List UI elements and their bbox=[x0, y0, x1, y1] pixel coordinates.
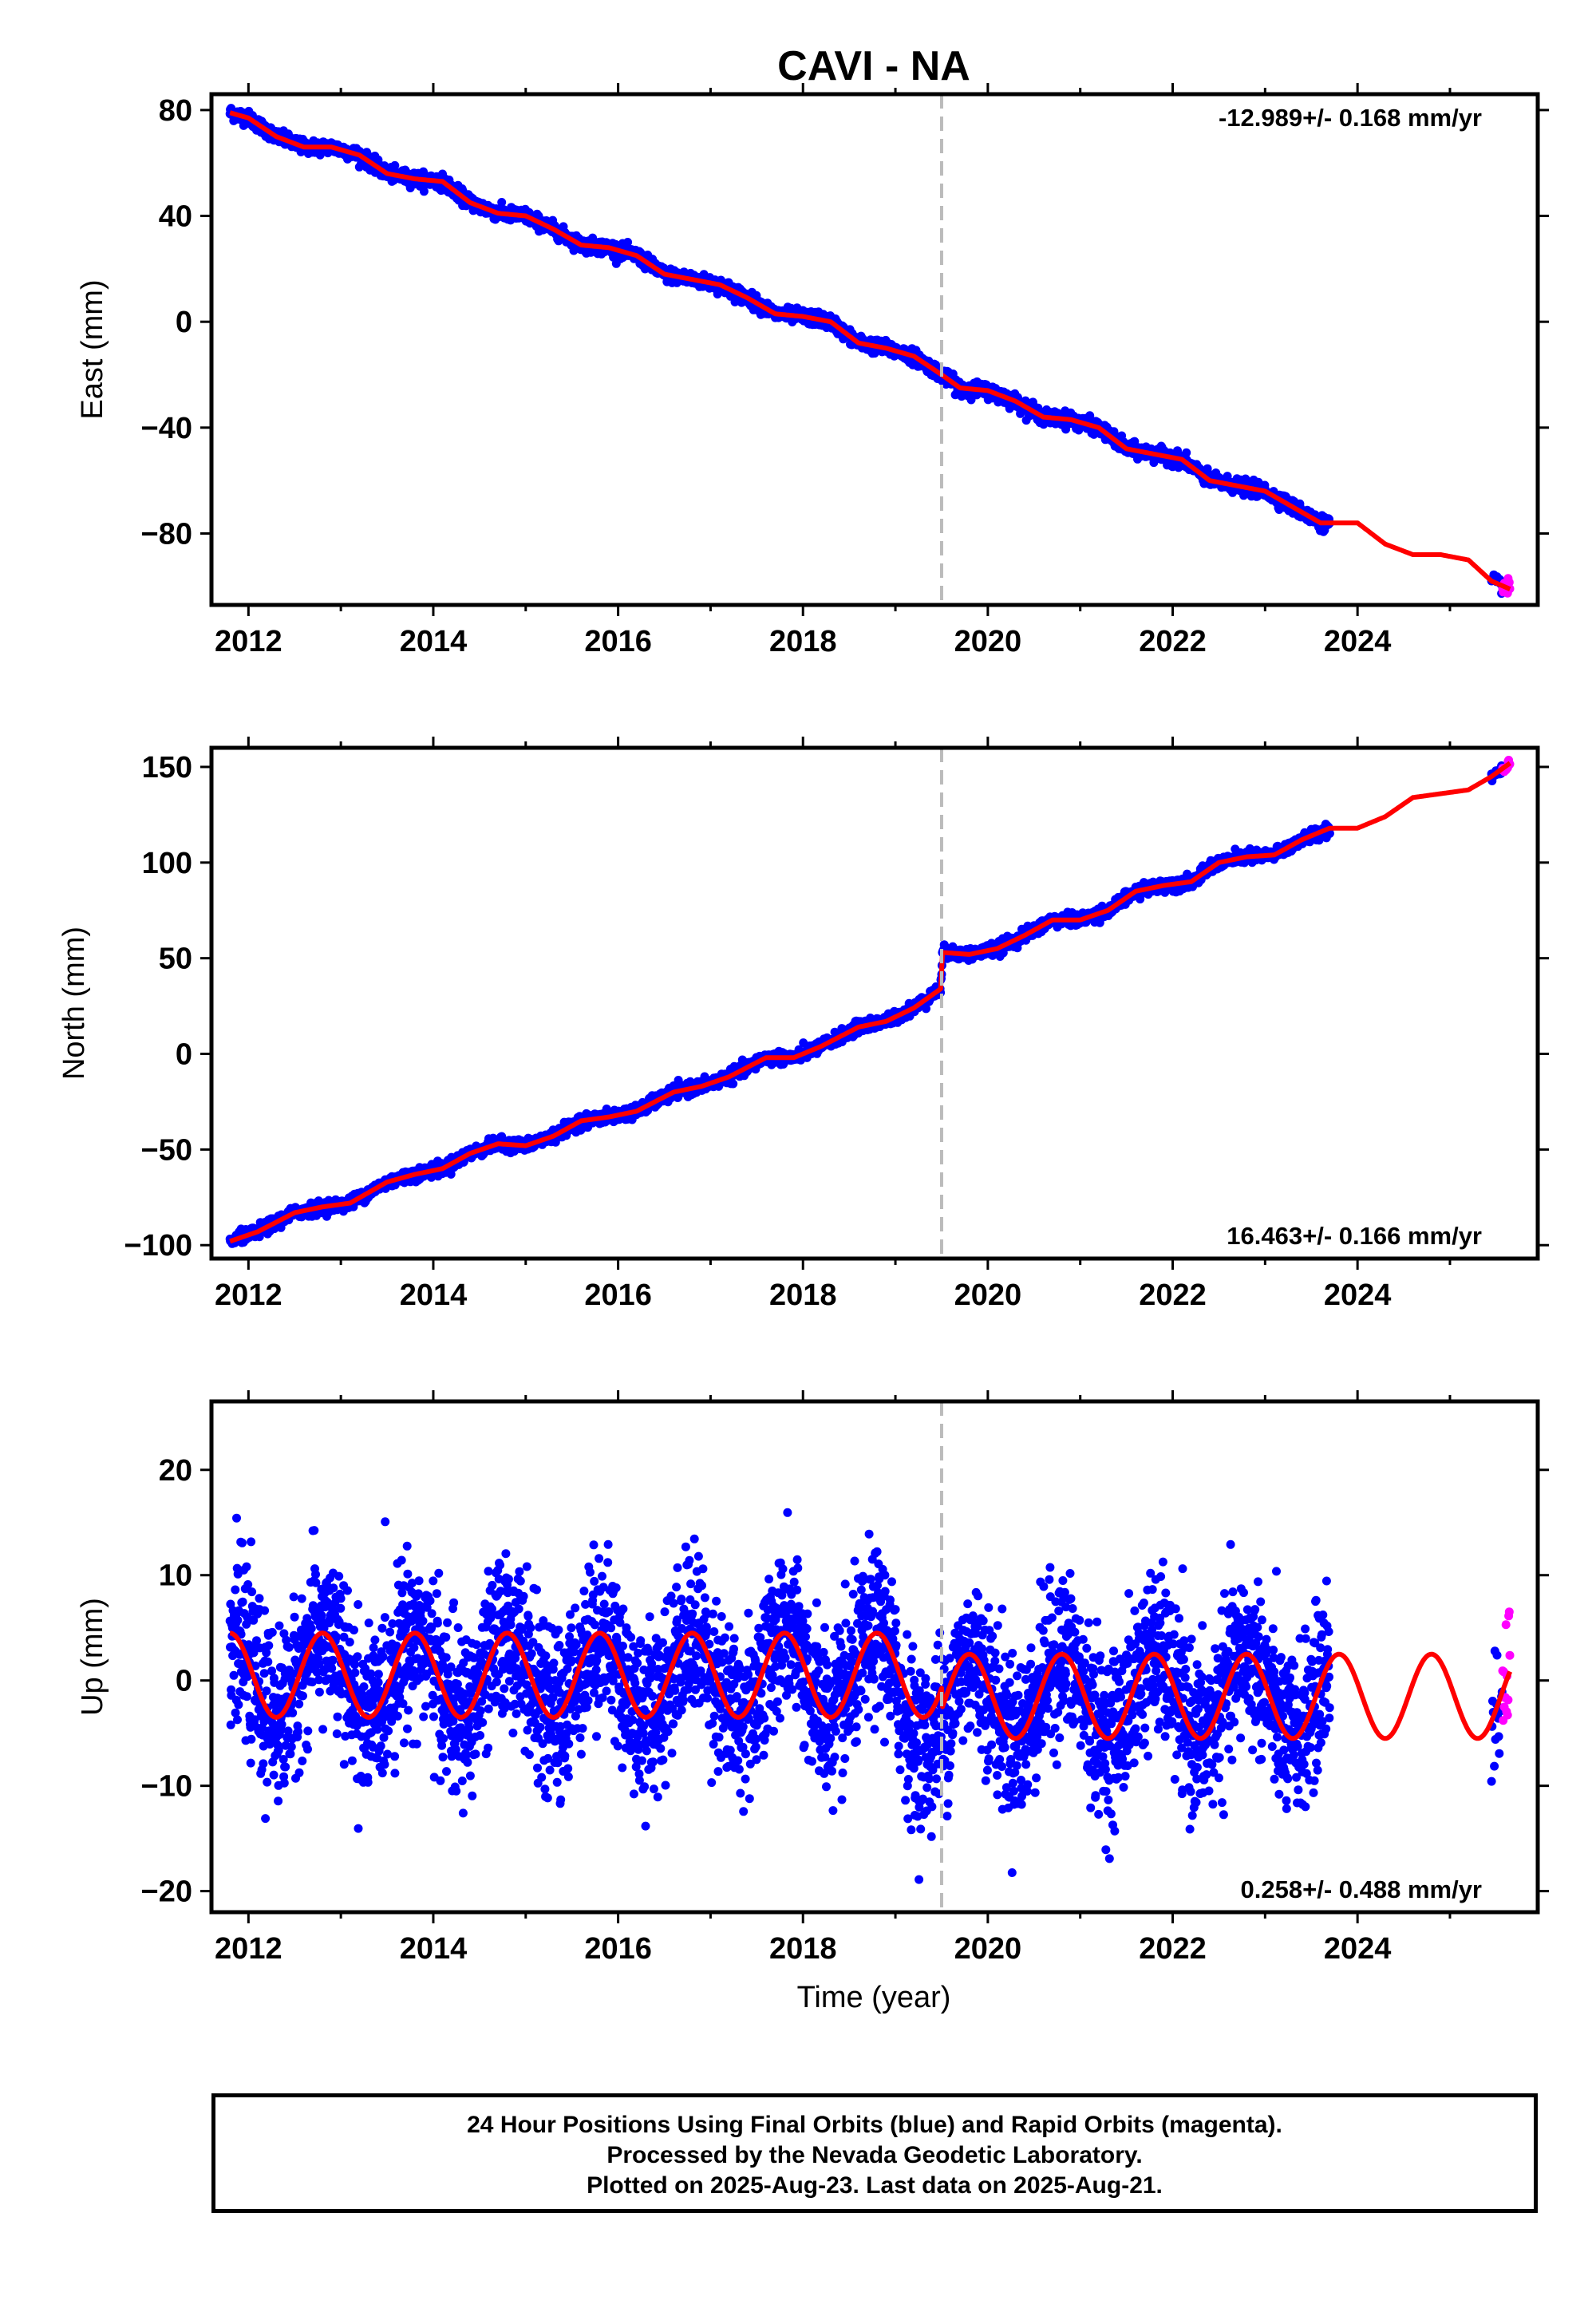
x-tick-label: 2024 bbox=[1324, 625, 1392, 658]
final-orbit-point bbox=[497, 198, 507, 207]
x-tick-label: 2014 bbox=[400, 625, 468, 658]
y-axis-label: East (mm) bbox=[76, 279, 109, 419]
panels: 2012 2014 2016 2018 2020 2022 2024 80 40 0 −40 −80 E… bbox=[57, 83, 1549, 1966]
figure: CAVI - NA Time (year) 2012 2014 2016 2018 20… bbox=[57, 43, 1549, 2014]
y-tick-label: 80 bbox=[159, 94, 192, 128]
x-tick-label: 2016 bbox=[584, 625, 652, 658]
chart-title: CAVI - NA bbox=[777, 43, 970, 89]
final-orbit-point bbox=[729, 1079, 738, 1089]
x-axis-label: Time (year) bbox=[797, 1981, 951, 2014]
y-tick-label: 40 bbox=[159, 200, 192, 234]
rate-label: -12.989+/- 0.168 mm/yr bbox=[1219, 104, 1482, 132]
panel-north: 2012 2014 2016 2018 2020 2022 2024150100500−50… bbox=[57, 737, 1549, 1312]
panel-east: 2012 2014 2016 2018 2020 2022 2024 80 40 0 −40 −80 E… bbox=[76, 83, 1549, 658]
y-tick-label: −80 bbox=[141, 517, 192, 551]
final-orbit-point bbox=[419, 187, 429, 196]
x-tick-label: 2012 bbox=[215, 625, 282, 658]
x-tick-label: 2020 bbox=[954, 625, 1022, 658]
x-tick-label: 2022 bbox=[1139, 625, 1207, 658]
x-tick-label: 2018 bbox=[769, 625, 837, 658]
final-orbit-point bbox=[390, 160, 400, 170]
y-tick-label: −40 bbox=[141, 412, 192, 445]
plot-area bbox=[225, 104, 1515, 599]
y-tick-label: 0 bbox=[176, 306, 192, 339]
final-orbit-point bbox=[623, 238, 633, 247]
plot-area bbox=[225, 756, 1515, 1248]
